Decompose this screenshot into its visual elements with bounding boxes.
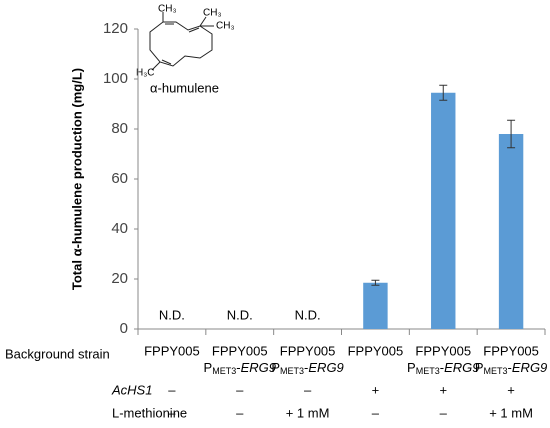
x-tick-label: FPPY005 [348, 343, 404, 358]
row-cell: – [304, 382, 312, 397]
row-label: AcHS1 [111, 382, 152, 397]
x-tick-label: FPPY005 [212, 343, 268, 358]
promoter-sub: MET3 [484, 366, 508, 376]
promoter-sub: MET3 [280, 366, 304, 376]
row-cell: – [236, 405, 244, 420]
bar [363, 282, 388, 329]
row-cell: + [507, 382, 515, 397]
y-tick-label: 100 [103, 70, 128, 87]
row-cell: – [440, 405, 448, 420]
row-cell: – [168, 382, 176, 397]
molecule-label: CH₃ [158, 4, 177, 15]
value-label: N.D. [295, 307, 321, 322]
promoter-gene: ERG9 [444, 360, 479, 375]
row-cell: – [372, 405, 380, 420]
promoter-p: P [407, 360, 416, 375]
bar [431, 92, 456, 329]
y-tick-label: 0 [120, 320, 128, 337]
molecule-name: α-humulene [150, 80, 219, 95]
promoter-gene: ERG9 [241, 360, 276, 375]
x-tick-label: FPPY005 [144, 343, 200, 358]
promoter-gene: ERG9 [512, 360, 547, 375]
promoter-dash: - [508, 360, 512, 375]
promoter-p: P [204, 360, 213, 375]
promoter-sub: MET3 [416, 366, 440, 376]
row-cell: + [372, 382, 380, 397]
promoter-dash: - [236, 360, 240, 375]
error-bar [439, 84, 448, 101]
molecule-label: CH₃ [216, 21, 235, 32]
molecule-structure [149, 12, 214, 71]
promoter-label: PMET3-ERG9 [475, 360, 547, 376]
bar [498, 134, 524, 329]
promoter-dash: - [304, 360, 308, 375]
row-cell: + [439, 382, 447, 397]
y-tick-label: 60 [111, 170, 128, 187]
row-label: L-methionine [112, 405, 187, 420]
y-tick-label: 20 [111, 270, 128, 287]
y-tick-label: 40 [111, 220, 128, 237]
row-cell: – [236, 382, 244, 397]
row-label: Background strain [5, 346, 110, 361]
promoter-p: P [475, 360, 484, 375]
row-cell: + 1 mM [489, 405, 533, 420]
promoter-sub: MET3 [212, 366, 236, 376]
promoter-label: PMET3-ERG9 [204, 360, 276, 376]
row-cell: – [168, 405, 176, 420]
value-label: N.D. [227, 307, 253, 322]
x-tick-label: FPPY005 [415, 343, 471, 358]
y-tick-label: 80 [111, 120, 128, 137]
y-tick-label: 120 [103, 20, 128, 37]
error-bar [371, 279, 380, 286]
y-axis-title: Total α-humulene production (mg/L) [69, 68, 84, 290]
molecule-label: H₃C [136, 68, 155, 79]
x-tick-label: FPPY005 [280, 343, 336, 358]
molecule-label: CH₃ [203, 8, 222, 19]
value-label: N.D. [159, 307, 185, 322]
promoter-gene: ERG9 [308, 360, 343, 375]
row-cell: + 1 mM [286, 405, 330, 420]
error-bar [507, 119, 516, 149]
promoter-dash: - [440, 360, 444, 375]
promoter-label: PMET3-ERG9 [407, 360, 479, 376]
promoter-label: PMET3-ERG9 [271, 360, 343, 376]
x-tick-label: FPPY005 [483, 343, 539, 358]
promoter-p: P [271, 360, 280, 375]
